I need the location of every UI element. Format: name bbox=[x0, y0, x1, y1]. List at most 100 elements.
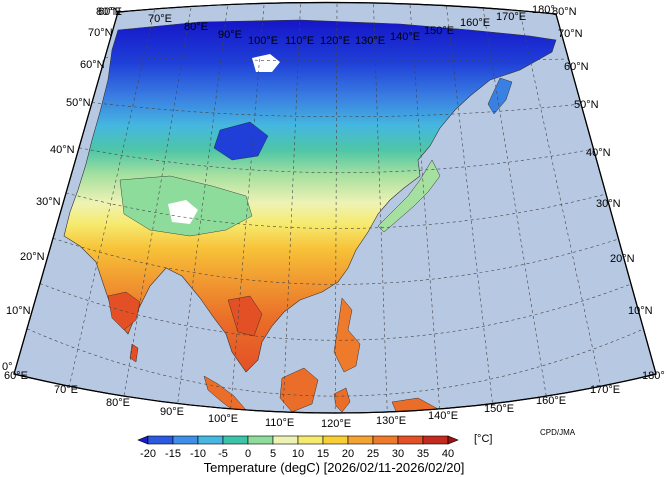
new-guinea bbox=[391, 397, 441, 413]
lon-label-top-100: 100°E bbox=[248, 35, 278, 47]
lon-label-bottom-70: 70°E bbox=[54, 384, 78, 396]
colorbar-tick-label: 20 bbox=[342, 448, 354, 460]
lon-label-bottom-100: 100°E bbox=[208, 413, 238, 425]
lon-label-bottom-170: 170°E bbox=[590, 384, 620, 396]
lat-label-left-20: 20°N bbox=[20, 251, 45, 263]
colorbar-segment bbox=[422, 435, 449, 445]
graticule bbox=[26, 3, 644, 413]
colorbar-tick-label: 40 bbox=[442, 448, 454, 460]
colorbar-lower-extension bbox=[137, 435, 149, 445]
colorbar-title: Temperature (degC) [2026/02/11-2026/02/2… bbox=[204, 460, 465, 475]
lon-label-top-180: 180° bbox=[532, 4, 555, 16]
colorbar-tick-label: 35 bbox=[417, 448, 429, 460]
colorbar-tick-label: -5 bbox=[218, 448, 228, 460]
colorbar-tick-label: 15 bbox=[317, 448, 329, 460]
sulawesi bbox=[333, 387, 351, 413]
cold-core-mongolia bbox=[213, 121, 269, 161]
lat-label-right-50: 50°N bbox=[574, 99, 599, 111]
sri-lanka bbox=[129, 343, 139, 363]
bottom-longitude-labels: 60°E 70°E 80°E 90°E 100°E 110°E 120°E 13… bbox=[4, 370, 665, 430]
colorbar-segment bbox=[322, 435, 349, 445]
lon-label-top-140: 140°E bbox=[390, 31, 420, 43]
lon-label-top-110: 110°E bbox=[285, 35, 314, 47]
kamchatka bbox=[487, 77, 513, 115]
colorbar-segment bbox=[147, 435, 174, 445]
colorbar: -20 -15 -10 -5 0 5 10 15 20 25 30 35 40 bbox=[137, 435, 459, 460]
parallel-line bbox=[52, 237, 619, 285]
colorbar-segment bbox=[222, 435, 249, 445]
philippines bbox=[333, 297, 361, 373]
lat-label-right-30: 30°N bbox=[596, 198, 621, 210]
lon-label-bottom-150: 150°E bbox=[484, 403, 514, 415]
colorbar-upper-extension bbox=[447, 435, 459, 445]
colorbar-tick-label: 5 bbox=[270, 448, 276, 460]
meridian-line bbox=[120, 7, 192, 413]
lat-label-right-70: 70°N bbox=[558, 28, 583, 40]
top-longitude-labels: 60°E 70°E 80°E 90°E 100°E 110°E 120°E 13… bbox=[98, 4, 555, 47]
colorbar-segment bbox=[272, 435, 299, 445]
lon-label-bottom-130: 130°E bbox=[376, 415, 406, 427]
colorbar-tick-label: 30 bbox=[392, 448, 404, 460]
lon-label-top-160: 160°E bbox=[460, 17, 490, 29]
credit-label: CPD/JMA bbox=[540, 428, 576, 437]
left-latitude-labels: 0° 10°N 20°N 30°N 40°N 50°N 60°N 70°N 80… bbox=[2, 6, 121, 373]
colorbar-tick-label: -15 bbox=[165, 448, 181, 460]
meridian-line bbox=[281, 4, 301, 413]
meridian-line bbox=[446, 6, 496, 413]
lat-label-right-60: 60°N bbox=[564, 61, 589, 73]
colorbar-segment bbox=[397, 435, 424, 445]
colorbar-segment bbox=[372, 435, 399, 445]
colorbar-segment bbox=[297, 435, 324, 445]
colorbar-tick-label: 0 bbox=[245, 448, 251, 460]
lon-label-bottom-90: 90°E bbox=[160, 406, 184, 418]
meridian-line bbox=[373, 4, 389, 413]
colorbar-segment bbox=[172, 435, 199, 445]
meridian-line bbox=[409, 5, 443, 413]
colorbar-segment bbox=[347, 435, 374, 445]
lon-label-top-70: 70°E bbox=[148, 13, 172, 25]
hot-core-indochina bbox=[227, 295, 263, 337]
asia-landmass bbox=[63, 19, 557, 373]
meridian-line bbox=[174, 6, 228, 413]
meridian-line bbox=[227, 5, 265, 413]
lon-label-top-60: 60°E bbox=[98, 6, 122, 18]
parallel-line bbox=[26, 328, 644, 397]
colorbar-tick-label: -20 bbox=[140, 448, 156, 460]
japan bbox=[377, 159, 441, 233]
lon-label-bottom-80: 80°E bbox=[106, 397, 130, 409]
lat-label-right-80: 80°N bbox=[552, 6, 577, 18]
parallel-line bbox=[65, 192, 607, 229]
right-latitude-labels: 10°N 20°N 30°N 40°N 50°N 60°N 70°N 80°N bbox=[552, 6, 653, 317]
lon-label-top-120: 120°E bbox=[320, 35, 350, 47]
lat-label-left-60: 60°N bbox=[80, 59, 105, 71]
colorbar-tick-label: 25 bbox=[367, 448, 379, 460]
lat-label-right-40: 40°N bbox=[586, 147, 611, 159]
lon-label-bottom-120: 120°E bbox=[321, 418, 351, 430]
colorbar-unit-label: [°C] bbox=[474, 433, 492, 445]
borneo bbox=[279, 367, 319, 413]
meridian-line bbox=[482, 7, 550, 413]
parallel-line bbox=[78, 147, 594, 173]
lon-label-bottom-180: 180° bbox=[642, 370, 665, 382]
hot-core-india bbox=[107, 291, 141, 331]
lat-label-right-10: 10°N bbox=[628, 305, 653, 317]
lon-label-bottom-160: 160°E bbox=[536, 395, 566, 407]
lat-label-left-50: 50°N bbox=[66, 97, 91, 109]
parallel-line bbox=[39, 283, 632, 341]
lon-label-bottom-140: 140°E bbox=[428, 410, 458, 422]
colorbar-segment bbox=[247, 435, 274, 445]
lon-label-top-130: 130°E bbox=[355, 35, 385, 47]
lat-label-left-70: 70°N bbox=[88, 27, 113, 39]
lon-label-top-90: 90°E bbox=[218, 29, 242, 41]
lat-label-left-80: 80°N bbox=[96, 6, 121, 18]
meridian-line bbox=[334, 3, 338, 413]
lat-label-left-10: 10°N bbox=[6, 305, 31, 317]
lon-label-bottom-110: 110°E bbox=[265, 417, 294, 429]
colorbar-tick-label: -10 bbox=[190, 448, 206, 460]
lon-label-top-80: 80°E bbox=[184, 21, 208, 33]
parallel-line bbox=[91, 102, 582, 118]
lat-label-left-30: 30°N bbox=[36, 196, 61, 208]
lat-label-left-40: 40°N bbox=[50, 144, 75, 156]
map-border bbox=[13, 1, 657, 414]
